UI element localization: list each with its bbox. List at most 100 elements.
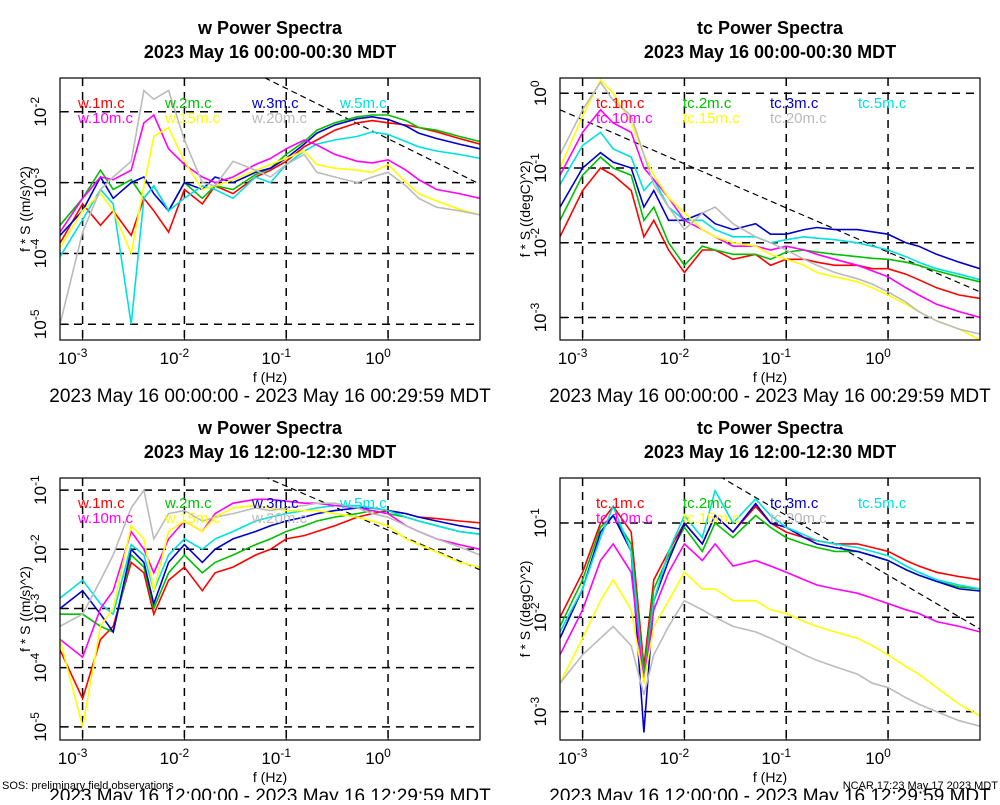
y-tick-label: 10-4: [28, 653, 50, 683]
legend-entry-w-2m-c: w.2m.c: [164, 495, 212, 512]
plot-area: [60, 78, 480, 325]
series-line-w-3m-c: [60, 507, 480, 634]
legend-entry-tc-1m-c: tc.1m.c: [596, 95, 645, 112]
series-line-w-20m-c: [60, 488, 480, 628]
legend-entry-w-10m-c: w.10m.c: [77, 510, 134, 527]
chart-panel-1: w Power Spectra 2023 May 16 00:00-00:30 M…: [17, 18, 491, 407]
series-line-tc-1m-c: [560, 166, 980, 300]
y-tick-label: 10-3: [28, 593, 50, 623]
legend-entry-tc-2m-c: tc.2m.c: [683, 495, 732, 512]
y-tick-label: 10-5: [28, 712, 50, 742]
legend-entry-tc-10m-c: tc.10m.c: [596, 510, 653, 527]
series-line-w-15m-c: [60, 504, 480, 728]
series-line-w-5m-c: [60, 131, 480, 325]
series-line-tc-10m-c: [560, 108, 980, 319]
series-line-tc-5m-c: [560, 131, 980, 281]
y-tick-label: 10-2: [528, 228, 550, 258]
x-tick-label: 10-1: [261, 746, 291, 768]
series-line-tc-2m-c: [560, 156, 980, 283]
plot-frame: [59, 77, 481, 341]
chart-title: tc Power Spectra: [697, 418, 844, 438]
x-tick-label: 10-3: [58, 746, 88, 768]
series-line-tc-3m-c: [560, 502, 980, 733]
y-tick-label: 10-1: [28, 475, 50, 505]
plot-frame: [559, 477, 981, 741]
legend-entry-tc-5m-c: tc.5m.c: [858, 95, 907, 112]
legend-entry-w-20m-c: w.20m.c: [251, 510, 308, 527]
chart-panel-2: tc Power Spectra 2023 May 16 00:00-00:30 …: [517, 18, 991, 407]
x-tick-label: 10-1: [761, 746, 791, 768]
plot-area: [60, 478, 480, 728]
x-tick-label: 100: [865, 346, 891, 368]
series-line-w-15m-c: [60, 126, 480, 257]
chart-subtitle: 2023 May 16 12:00-12:30 MDT: [144, 442, 396, 462]
y-axis-label: f * S ((degC)^2): [517, 161, 533, 258]
series-line-tc-20m-c: [560, 80, 980, 335]
y-axis-label: f * S ((m/s)^2): [17, 166, 33, 252]
legend-entry-w-3m-c: w.3m.c: [251, 495, 299, 512]
x-tick-label: 10-2: [160, 346, 190, 368]
plot-frame: [559, 77, 981, 341]
series-line-tc-15m-c: [560, 571, 980, 717]
y-tick-label: 100: [528, 80, 550, 106]
x-tick-label: 10-1: [261, 346, 291, 368]
legend-entry-w-15m-c: w.15m.c: [164, 510, 221, 527]
y-tick-label: 10-4: [28, 238, 50, 268]
x-tick-label: 10-2: [160, 746, 190, 768]
legend-entry-tc-1m-c: tc.1m.c: [596, 495, 645, 512]
time-range-label: 2023 May 16 12:00:00 - 2023 May 16 12:29…: [549, 786, 991, 800]
legend-entry-w-1m-c: w.1m.c: [77, 495, 125, 512]
legend-entry-w-15m-c: w.15m.c: [164, 110, 221, 127]
legend-entry-w-5m-c: w.5m.c: [339, 95, 387, 112]
legend-entry-tc-20m-c: tc.20m.c: [770, 510, 827, 527]
series-line-w-20m-c: [60, 88, 480, 325]
chart-panel-4: tc Power Spectra 2023 May 16 12:00-12:30 …: [517, 418, 991, 805]
legend-entry-tc-15m-c: tc.15m.c: [683, 510, 740, 527]
x-tick-label: 10-1: [761, 346, 791, 368]
series-line-tc-10m-c: [560, 542, 980, 684]
legend-entry-tc-10m-c: tc.10m.c: [596, 110, 653, 127]
reference-slope-line: [263, 78, 480, 185]
legend-entry-tc-15m-c: tc.15m.c: [683, 110, 740, 127]
legend-entry-tc-5m-c: tc.5m.c: [858, 495, 907, 512]
y-axis-label: f * S ((degC)^2): [517, 561, 533, 658]
y-tick-label: 10-2: [28, 97, 50, 127]
y-axis-label: f * S ((m/s)^2): [17, 566, 33, 652]
time-range-label: 2023 May 16 00:00:00 - 2023 May 16 00:29…: [549, 386, 991, 407]
series-line-tc-5m-c: [560, 488, 980, 684]
x-tick-label: 100: [365, 346, 391, 368]
plot-frame: [59, 477, 481, 741]
x-tick-label: 10-3: [558, 746, 588, 768]
legend-entry-tc-3m-c: tc.3m.c: [770, 95, 819, 112]
chart-title: tc Power Spectra: [697, 18, 844, 38]
x-axis-label: f (Hz): [753, 369, 787, 385]
series-line-tc-15m-c: [560, 78, 980, 340]
chart-subtitle: 2023 May 16 00:00-00:30 MDT: [144, 42, 396, 62]
series-line-w-2m-c: [60, 114, 480, 226]
y-tick-label: 10-1: [528, 153, 550, 183]
reference-slope-line: [721, 478, 980, 630]
legend-entry-w-3m-c: w.3m.c: [251, 95, 299, 112]
y-tick-label: 10-2: [28, 534, 50, 564]
y-tick-label: 10-3: [528, 302, 550, 332]
y-tick-label: 10-1: [528, 508, 550, 538]
y-tick-label: 10-3: [528, 696, 550, 726]
chart-panel-3: w Power Spectra 2023 May 16 12:00-12:30 M…: [17, 418, 491, 805]
series-line-w-3m-c: [60, 115, 480, 236]
x-tick-label: 10-3: [558, 346, 588, 368]
series-line-w-5m-c: [60, 504, 480, 616]
x-tick-label: 100: [865, 746, 891, 768]
chart-subtitle: 2023 May 16 00:00-00:30 MDT: [644, 42, 896, 62]
plot-area: [560, 78, 980, 340]
series-line-tc-1m-c: [560, 505, 980, 667]
footer-left: SOS: preliminary field observations: [2, 780, 174, 792]
legend-entry-tc-3m-c: tc.3m.c: [770, 495, 819, 512]
x-axis-label: f (Hz): [253, 769, 287, 785]
legend-entry-tc-20m-c: tc.20m.c: [770, 110, 827, 127]
time-range-label: 2023 May 16 00:00:00 - 2023 May 16 00:29…: [49, 386, 491, 407]
chart-subtitle: 2023 May 16 12:00-12:30 MDT: [644, 442, 896, 462]
x-tick-label: 10-2: [660, 746, 690, 768]
legend-entry-tc-2m-c: tc.2m.c: [683, 95, 732, 112]
legend-entry-w-1m-c: w.1m.c: [77, 95, 125, 112]
